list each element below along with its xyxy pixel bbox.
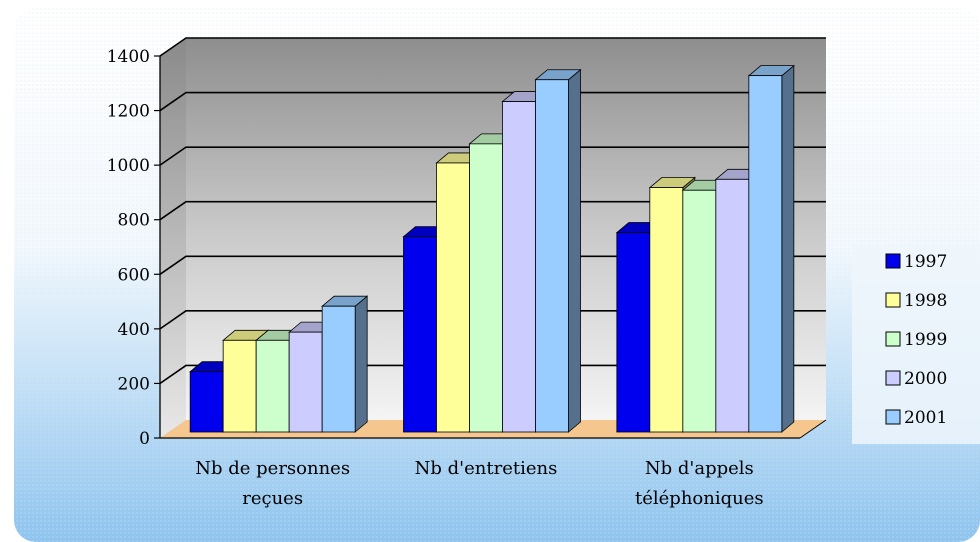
- y-tick-label: 1000: [107, 156, 150, 176]
- y-tick-label: 1200: [107, 102, 150, 122]
- bar-side: [354, 295, 368, 433]
- legend-label: 1998: [904, 291, 947, 311]
- bar-front: [682, 189, 717, 433]
- bar-front: [288, 331, 323, 433]
- x-category-label: Nb de personnes: [195, 458, 350, 479]
- bar-side: [781, 64, 795, 433]
- floor-edge: [799, 419, 827, 439]
- gridline: [159, 255, 826, 275]
- legend-swatch: [885, 409, 901, 425]
- bar-front: [535, 79, 569, 433]
- bar-front: [649, 187, 684, 433]
- bar-front: [748, 75, 783, 433]
- legend-label: 2001: [904, 408, 947, 428]
- bar: [321, 295, 369, 433]
- x-category-label: Nb d'entretiens: [415, 458, 558, 479]
- legend-label: 2000: [904, 369, 947, 389]
- bar-front: [616, 232, 651, 433]
- bar-front: [502, 101, 536, 433]
- gridline: [159, 146, 826, 166]
- bar-front: [321, 305, 356, 433]
- bar-front: [715, 178, 750, 433]
- bar-front: [403, 236, 437, 433]
- bar-front: [436, 162, 470, 433]
- gridline: [159, 91, 826, 112]
- chart-side-wall: [160, 38, 186, 438]
- legend-swatch: [885, 331, 901, 347]
- gridline: [159, 37, 826, 57]
- x-category-label: Nb d'appels: [645, 458, 754, 479]
- gridline: [159, 310, 826, 330]
- x-category-label: téléphoniques: [635, 488, 764, 509]
- legend-swatch: [885, 253, 901, 269]
- y-tick-label: 400: [118, 320, 150, 340]
- bar-side: [568, 68, 581, 433]
- bar: [534, 68, 582, 433]
- y-tick-label: 1400: [107, 47, 150, 67]
- gridline: [159, 200, 826, 221]
- y-tick-label: 200: [118, 374, 150, 394]
- legend-box: [852, 244, 980, 444]
- legend-swatch: [885, 370, 901, 386]
- y-tick-label: 0: [139, 429, 150, 449]
- bar-front: [222, 339, 257, 433]
- bar-front: [189, 371, 224, 433]
- y-tick-label: 800: [118, 211, 150, 231]
- bar-front: [469, 143, 503, 433]
- bar: [747, 64, 795, 433]
- gridline: [159, 364, 826, 385]
- y-tick-label: 600: [118, 265, 150, 285]
- legend-swatch: [885, 292, 901, 308]
- x-category-label: reçues: [242, 488, 303, 509]
- legend-label: 1999: [904, 330, 947, 350]
- legend-label: 1997: [904, 252, 947, 272]
- bar-front: [255, 339, 290, 433]
